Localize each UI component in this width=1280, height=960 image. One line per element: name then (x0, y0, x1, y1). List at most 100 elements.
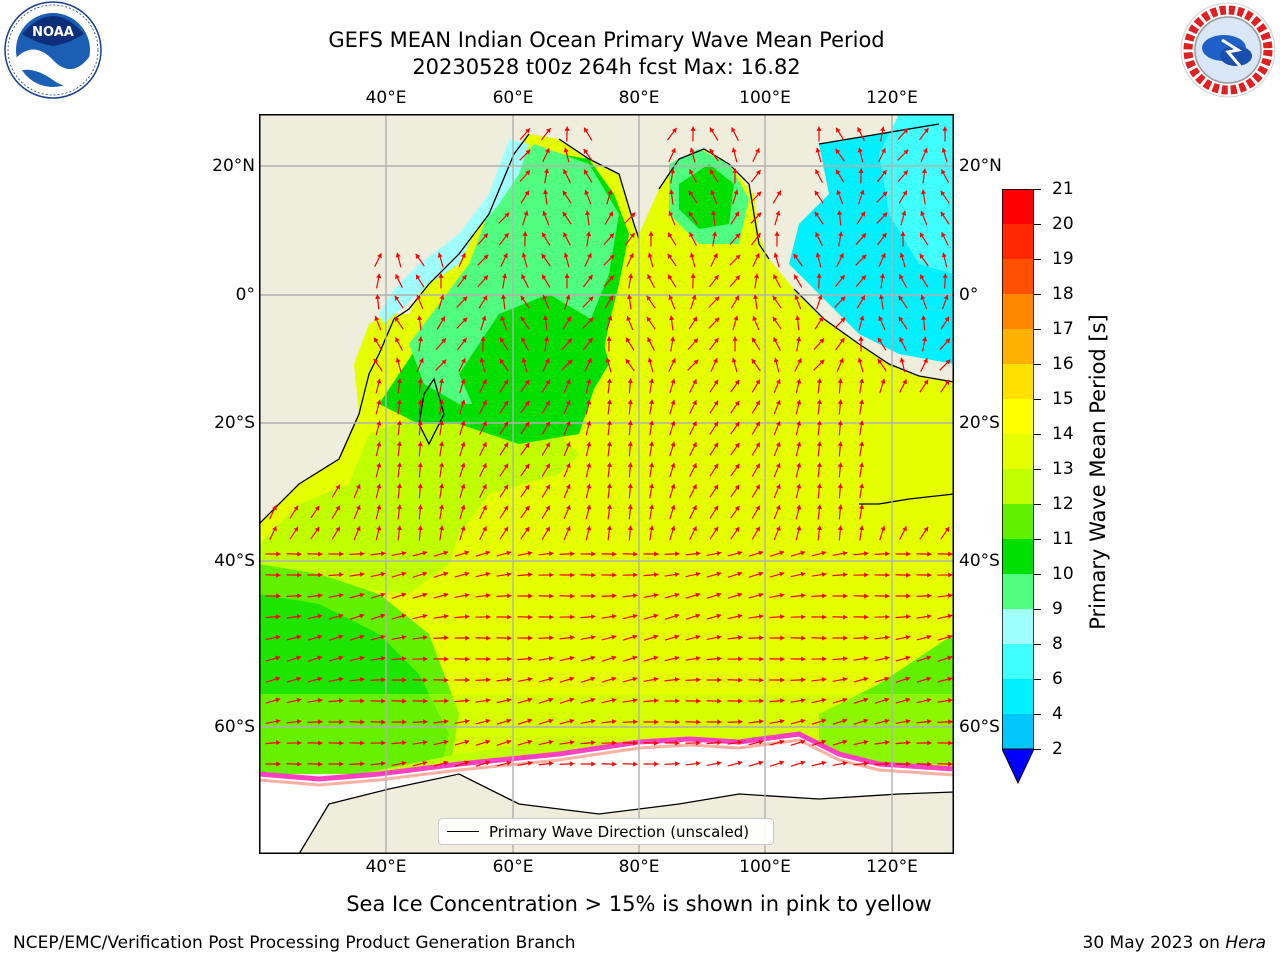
wave-arrow-head (751, 358, 757, 364)
wave-arrow-head (716, 760, 722, 766)
wave-arrow-head (591, 572, 596, 578)
wave-arrow-head (905, 697, 911, 703)
wave-arrow-head (338, 613, 344, 619)
wave-arrow-head (376, 525, 382, 531)
wave-arrow-head (486, 614, 491, 620)
wave-arrow-head (317, 697, 323, 704)
wave-arrow-head (753, 273, 760, 279)
wave-arrow-head (417, 525, 423, 531)
wave-arrow-head (738, 677, 743, 683)
wave-arrow-head (423, 677, 428, 683)
wave-arrow-head (648, 462, 655, 468)
wave-arrow-head (713, 463, 719, 469)
wave-arrow-head (417, 462, 423, 468)
wave-arrow-head (669, 168, 676, 174)
wave-arrow-head (545, 128, 551, 134)
wave-arrow-head (716, 550, 722, 556)
wave-arrow-head (422, 739, 428, 746)
wave-arrow-head (359, 634, 365, 640)
wave-arrow-head (395, 274, 400, 280)
wave-arrow-head (732, 168, 738, 173)
wave-arrow-head (545, 484, 550, 490)
wave-arrow-head (296, 613, 302, 620)
wave-arrow-head (587, 358, 592, 364)
wave-arrow-head (570, 593, 575, 599)
wave-arrow-head (860, 211, 866, 217)
wave-arrow-head (569, 655, 575, 661)
wave-arrow-head (482, 379, 487, 385)
wave-arrow-head (395, 357, 401, 363)
wave-arrow-head (837, 210, 843, 216)
wave-arrow-head (422, 571, 428, 577)
colorbar-tick-label: 15 (1052, 389, 1074, 409)
wave-arrow-head (507, 656, 512, 662)
wave-arrow-head (818, 316, 824, 322)
wave-arrow-head (942, 273, 948, 278)
wave-arrow-head (524, 463, 530, 469)
wave-arrow-head (543, 336, 550, 342)
wave-arrow-head (416, 315, 423, 321)
lon-tick-top: 100°E (739, 88, 791, 108)
wave-arrow-head (858, 336, 864, 341)
wave-arrow-head (668, 274, 673, 280)
wave-arrow-head (943, 294, 949, 300)
wave-arrow-head (733, 315, 739, 321)
wave-arrow-head (586, 483, 592, 489)
wave-arrow-head (542, 232, 547, 238)
wave-arrow-head (396, 462, 402, 468)
wave-arrow-head (438, 441, 445, 447)
wave-arrow-head (840, 296, 846, 302)
wave-arrow-head (733, 189, 739, 195)
wave-arrow-head (506, 739, 512, 745)
wave-arrow-head (275, 655, 281, 661)
wave-arrow-head (590, 655, 596, 661)
wave-arrow-head (503, 505, 509, 511)
wave-arrow-head (837, 525, 843, 531)
wave-arrow-head (565, 400, 571, 406)
wave-arrow-head (884, 635, 890, 641)
colorbar-band (1002, 224, 1034, 260)
wave-arrow-head (440, 316, 445, 322)
wave-arrow-head (402, 677, 407, 683)
wave-arrow-head (692, 526, 697, 532)
wave-arrow-head (527, 697, 533, 703)
wave-arrow-head (402, 698, 407, 704)
wave-arrow-head (922, 148, 928, 154)
wave-arrow-head (667, 253, 673, 259)
wave-arrow-head (884, 718, 890, 724)
wave-arrow-head (816, 420, 822, 426)
wave-arrow-head (734, 526, 740, 532)
wave-arrow-head (507, 635, 512, 641)
wave-arrow-head (731, 127, 736, 133)
wave-arrow-head (521, 357, 527, 363)
wave-arrow-head (460, 399, 466, 405)
wave-arrow-head (752, 316, 758, 322)
wave-arrow-head (545, 400, 550, 406)
wave-arrow-head (948, 740, 953, 746)
wave-arrow-head (485, 697, 491, 704)
lat-tick-left: 0° (235, 285, 255, 305)
wave-arrow-head (815, 169, 820, 175)
wave-arrow-head (756, 191, 762, 197)
wave-arrow-head (565, 379, 571, 385)
wave-arrow-head (898, 316, 904, 322)
wave-arrow-head (843, 614, 848, 620)
wave-arrow-head (606, 525, 612, 531)
colorbar-tick-label: 16 (1052, 354, 1074, 374)
wave-arrow-head (527, 760, 533, 766)
wave-arrow-head (671, 148, 676, 154)
wave-arrow-head (648, 420, 655, 426)
wave-arrow-head (611, 613, 617, 620)
wave-arrow-head (688, 211, 694, 217)
wave-arrow-head (734, 400, 740, 406)
wave-arrow-head (296, 719, 302, 725)
wave-arrow-head (422, 613, 428, 619)
wave-arrow-head (297, 761, 302, 767)
wave-arrow-head (800, 697, 806, 704)
wave-arrow-head (861, 254, 867, 260)
wave-arrow-head (416, 274, 421, 280)
wave-arrow-head (545, 148, 550, 154)
wave-arrow-head (922, 336, 928, 342)
wave-arrow-head (396, 420, 402, 426)
wave-arrow-head (375, 294, 381, 300)
